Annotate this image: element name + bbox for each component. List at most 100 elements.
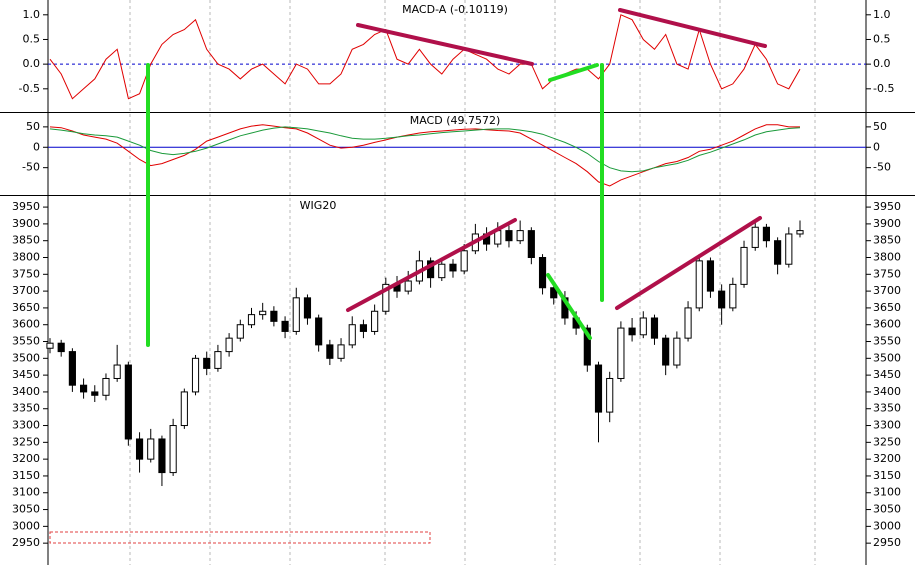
- y-tick-label: 3450: [873, 368, 901, 381]
- vertical-grid: [129, 0, 816, 565]
- y-tick-label: 3000: [12, 519, 40, 532]
- candle-body: [247, 314, 256, 326]
- candle-body: [46, 342, 54, 349]
- candle-body: [751, 226, 759, 248]
- y-tick-label: 3600: [873, 318, 901, 331]
- y-tick-label: 3650: [873, 301, 901, 314]
- candle-body: [214, 351, 222, 369]
- y-tick-label: 3750: [873, 267, 901, 280]
- candle-body: [281, 320, 289, 332]
- y-tick-label: 3550: [12, 335, 40, 348]
- y-tick-label: 3150: [873, 469, 901, 482]
- candle-body: [505, 230, 513, 242]
- y-tick-label: 50: [26, 120, 40, 133]
- candle-body: [371, 310, 379, 332]
- candle-body: [124, 364, 132, 440]
- y-tick-label: 3900: [12, 217, 40, 230]
- y-tick-label: 3400: [873, 385, 901, 398]
- candle-body: [382, 283, 390, 312]
- candle-body: [449, 263, 457, 272]
- y-tick-label: 3500: [873, 351, 901, 364]
- y-tick-label: 3100: [12, 486, 40, 499]
- candle-body: [673, 337, 681, 366]
- panel-title: WIG20: [300, 199, 337, 212]
- candle-body: [147, 438, 155, 460]
- plots: MACD-A (-0.10119) 1.0 1.0 0.5 0.5 0.0 0.0 -0.5 -…: [12, 3, 901, 549]
- y-tick-label: 3050: [12, 503, 40, 516]
- candle-body: [326, 344, 334, 359]
- candle-body: [639, 317, 647, 336]
- candle-body: [460, 250, 468, 272]
- candle-body: [57, 342, 65, 353]
- y-tick-label: 3350: [873, 402, 901, 415]
- candle-body: [762, 226, 770, 242]
- y-tick-label: 3400: [12, 385, 40, 398]
- candle-body: [404, 280, 412, 292]
- candle-body: [606, 377, 614, 413]
- candle-body: [80, 384, 88, 393]
- candle-body: [538, 257, 547, 289]
- y-tick-label: 50: [873, 120, 887, 133]
- y-tick-label: 3850: [873, 234, 901, 247]
- candle-body: [348, 324, 356, 346]
- candle-body: [359, 324, 368, 332]
- candle-body: [774, 240, 782, 265]
- candle-body: [438, 263, 446, 279]
- candle-body: [729, 283, 737, 309]
- series-line: [49, 124, 800, 187]
- y-tick-label: -0.5: [19, 82, 40, 95]
- trend-line: [615, 216, 762, 310]
- y-tick-label: 3200: [873, 452, 901, 465]
- candle-body: [706, 260, 715, 292]
- dashed-box: [49, 531, 431, 544]
- y-tick-label: 3750: [12, 267, 40, 280]
- candle-body: [191, 357, 200, 393]
- trend-line: [546, 273, 592, 340]
- y-tick-label: 3900: [873, 217, 901, 230]
- y-tick-label: 3500: [12, 351, 40, 364]
- candle-body: [684, 307, 692, 339]
- candle-body: [594, 364, 603, 413]
- y-tick-label: -0.5: [873, 82, 894, 95]
- y-tick-label: 3800: [12, 251, 40, 264]
- y-tick-label: 0.0: [23, 57, 41, 70]
- y-tick-label: 3250: [12, 435, 40, 448]
- candle-body: [337, 344, 345, 359]
- candle-body: [113, 364, 121, 379]
- y-tick-label: 0.5: [23, 32, 41, 45]
- candle-body: [718, 290, 726, 309]
- candle-body: [785, 233, 793, 265]
- candle-body: [158, 438, 166, 474]
- y-tick-label: 0.5: [873, 32, 891, 45]
- y-tick-label: -50: [873, 161, 891, 174]
- y-tick-label: 3950: [873, 200, 901, 213]
- y-tick-label: 3300: [12, 419, 40, 432]
- candle-body: [292, 297, 300, 332]
- y-tick-label: 3850: [12, 234, 40, 247]
- y-tick-label: 3350: [12, 402, 40, 415]
- candle-body: [203, 357, 211, 369]
- candle-body: [662, 337, 670, 366]
- y-tick-label: 2950: [12, 536, 40, 549]
- candle-body: [628, 327, 636, 336]
- candle-body: [740, 246, 748, 285]
- candle-body: [527, 230, 535, 259]
- panel-title: MACD-A (-0.10119): [402, 3, 508, 16]
- y-tick-label: 3700: [12, 284, 40, 297]
- candle-body: [236, 324, 244, 339]
- candle-body: [68, 351, 76, 386]
- candle-body: [583, 327, 591, 366]
- candle-body: [180, 391, 188, 427]
- candle-body: [135, 438, 144, 460]
- candle-body: [695, 260, 703, 309]
- y-tick-label: 3150: [12, 469, 40, 482]
- trend-lines: [146, 8, 767, 347]
- trend-line: [346, 218, 517, 312]
- candle-body: [303, 297, 312, 319]
- y-tick-label: 3950: [12, 200, 40, 213]
- y-tick-label: 0: [33, 140, 40, 153]
- y-tick-label: 3550: [873, 335, 901, 348]
- candle-body: [516, 230, 524, 242]
